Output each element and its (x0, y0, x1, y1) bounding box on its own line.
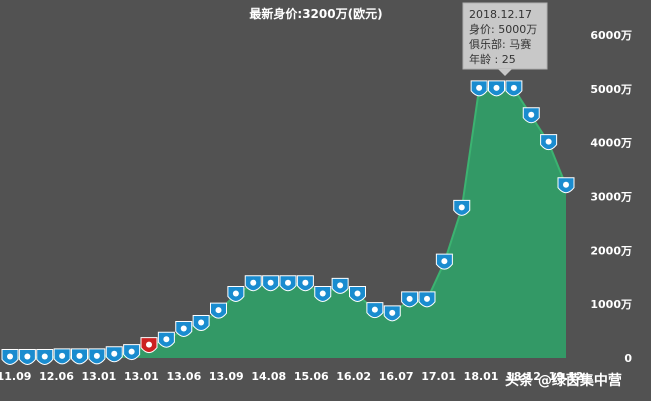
y-tick-label: 1000万 (590, 298, 632, 311)
marker-layer (1, 80, 575, 365)
data-point-marker[interactable] (349, 285, 366, 302)
data-point-marker[interactable] (505, 80, 523, 97)
data-point-marker[interactable] (383, 305, 401, 322)
data-point-marker[interactable] (314, 285, 332, 302)
data-point-marker[interactable] (366, 302, 384, 319)
data-point-marker[interactable] (401, 291, 419, 308)
data-point-marker[interactable] (175, 320, 193, 337)
data-point-marker[interactable] (192, 315, 210, 332)
x-tick-label: 13.01 (82, 370, 117, 383)
y-tick-label: 6000万 (590, 29, 632, 42)
x-tick-label: 18.12 (506, 370, 541, 383)
x-tick-label: 13.06 (166, 370, 201, 383)
data-point-marker[interactable] (18, 348, 36, 365)
x-tick-label: 19.12 (549, 370, 584, 383)
data-point-marker[interactable] (279, 275, 297, 292)
data-point-marker[interactable] (435, 253, 453, 270)
data-point-marker[interactable] (488, 80, 505, 97)
x-axis: 11.09 12.06 13.01 13.01 13.06 13.09 14.08 15.06… (0, 370, 583, 383)
data-point-marker[interactable] (140, 337, 158, 354)
tooltip-date: 2018.12.17 (469, 8, 532, 21)
x-tick-label: 13.01 (124, 370, 159, 383)
data-point-marker[interactable] (557, 177, 575, 194)
data-point-marker[interactable] (157, 331, 175, 348)
data-point-marker[interactable] (522, 107, 540, 124)
y-tick-label: 2000万 (590, 244, 632, 257)
data-point-marker[interactable] (262, 275, 280, 292)
x-tick-label: 11.09 (0, 370, 31, 383)
data-point-marker[interactable] (210, 302, 227, 319)
data-point-marker[interactable] (418, 291, 436, 308)
data-point-marker[interactable] (88, 348, 106, 365)
data-point-marker[interactable] (71, 348, 88, 365)
y-tick-label: 3000万 (590, 191, 632, 204)
y-axis: 0 1000万 2000万 3000万 4000万 5000万 6000万 (590, 29, 632, 365)
value-area (10, 88, 566, 359)
y-tick-label: 5000万 (590, 83, 632, 96)
data-point-marker[interactable] (227, 285, 245, 302)
y-tick-label: 4000万 (590, 137, 632, 150)
data-point-marker[interactable] (36, 348, 54, 365)
data-point-marker[interactable] (453, 199, 471, 216)
tooltip-value: 身价: 5000万 (469, 22, 537, 36)
tooltip-arrow (498, 69, 512, 76)
tooltip-box (462, 2, 548, 70)
tooltip: 2018.12.17 身价: 5000万 俱乐部: 马赛 年龄 : 25 (462, 2, 548, 76)
chart-title: 最新身价:3200万(欧元) (249, 6, 382, 21)
x-tick-label: 18.01 (464, 370, 499, 383)
watermark: 头条 @绿茵集中营 (505, 372, 622, 389)
x-tick-label: 16.02 (336, 370, 371, 383)
x-tick-label: 14.08 (251, 370, 286, 383)
data-point-marker[interactable] (123, 344, 141, 361)
x-tick-label: 12.06 (39, 370, 74, 383)
area-layer (10, 87, 567, 359)
y-tick-label: 0 (624, 352, 632, 365)
data-point-marker[interactable] (244, 275, 262, 292)
tooltip-club: 俱乐部: 马赛 (469, 37, 531, 51)
x-tick-label: 16.07 (379, 370, 414, 383)
data-point-marker[interactable] (296, 275, 314, 292)
data-point-marker[interactable] (105, 346, 123, 363)
data-point-marker[interactable] (53, 348, 71, 365)
data-point-marker[interactable] (1, 348, 19, 365)
x-tick-label: 17.01 (421, 370, 456, 383)
tooltip-age: 年龄 : 25 (469, 52, 516, 66)
x-tick-label: 15.06 (294, 370, 329, 383)
data-point-marker[interactable] (470, 80, 488, 97)
data-point-marker[interactable] (331, 277, 349, 294)
x-tick-label: 13.09 (209, 370, 244, 383)
data-point-marker[interactable] (540, 134, 558, 151)
